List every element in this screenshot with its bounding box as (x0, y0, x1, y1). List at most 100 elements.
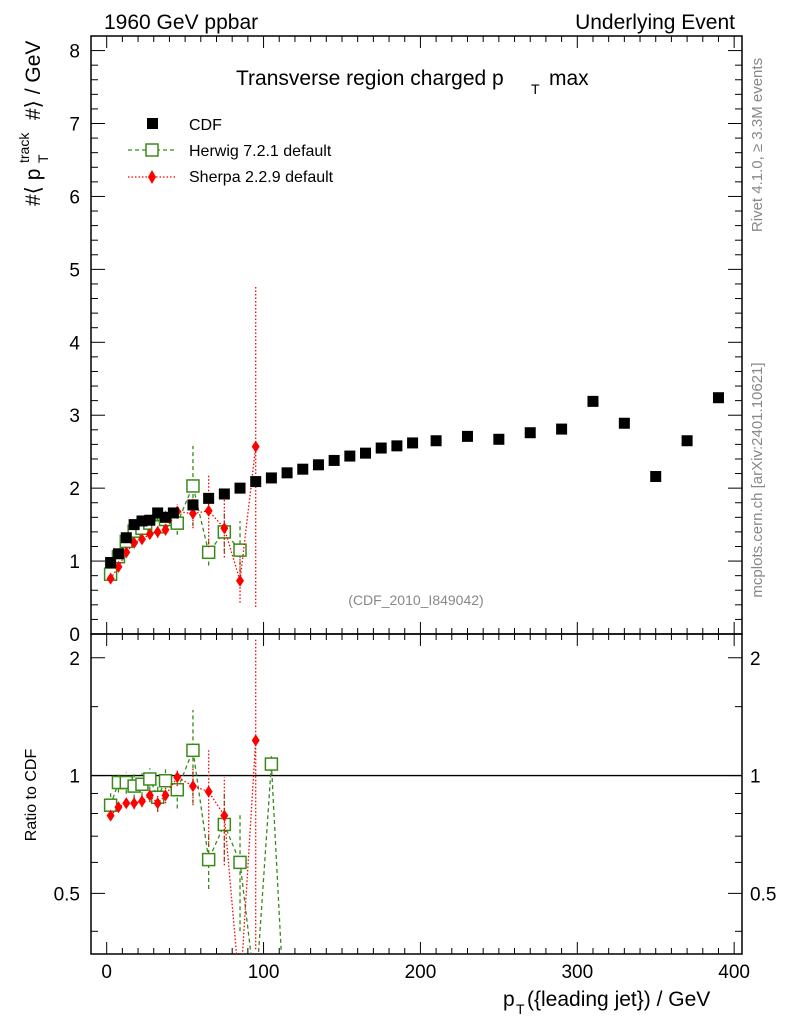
legend-marker-sherpa (148, 170, 156, 184)
y-tick-label: 5 (69, 260, 80, 281)
cdf-point (375, 442, 387, 454)
sherpa-point (251, 440, 260, 453)
herwig-point (186, 479, 200, 493)
cdf-point (218, 488, 230, 500)
sherpa-ratio-point (114, 801, 123, 814)
y-tick-label: 1 (69, 552, 80, 573)
x-tick-label: 300 (561, 962, 593, 983)
legend-label-cdf: CDF (189, 117, 222, 134)
cdf-point (265, 472, 277, 484)
cdf-point (120, 532, 132, 544)
sherpa-point (106, 572, 115, 585)
sherpa-point (204, 504, 213, 517)
x-tick-label: 0 (101, 962, 112, 983)
herwig-ratio-point (170, 782, 185, 797)
sherpa-point (122, 546, 131, 559)
ratio-tick-label-right: 1 (750, 767, 761, 788)
sherpa-ratio-point (251, 734, 260, 747)
cdf-point (524, 427, 536, 439)
cdf-point (112, 548, 124, 560)
cdf-point (493, 433, 505, 445)
y-tick-label: 0 (69, 625, 80, 646)
y-tick-label: 7 (69, 115, 80, 136)
cdf-point (105, 557, 117, 569)
sherpa-point (236, 574, 245, 587)
cdf-point (152, 507, 164, 519)
cdf-point (297, 463, 309, 475)
cdf-point (187, 499, 199, 511)
cdf-point (160, 511, 172, 523)
cdf-point (128, 519, 140, 531)
herwig-point (201, 545, 216, 560)
cdf-point (328, 454, 340, 466)
sherpa-point (114, 560, 123, 573)
sherpa-ratio-point (130, 797, 139, 810)
axis-ticks: 0 100 200 300 400 0 1 2 3 4 5 6 7 8 0.5 0.5 1 1 2 2 (54, 36, 776, 983)
cdf-point (391, 440, 403, 452)
sherpa-point (220, 522, 229, 535)
cdf-point (618, 417, 630, 429)
cdf-point (234, 482, 246, 494)
legend-label-sherpa: Sherpa 2.2.9 default (189, 169, 334, 186)
cdf-point (344, 450, 356, 462)
herwig-ratio-line (109, 747, 273, 954)
sherpa-point (137, 533, 146, 546)
y-tick-label: 3 (69, 406, 80, 427)
x-axis-label: p T ({leading jet}) / GeV (503, 988, 710, 1017)
sherpa-point (188, 507, 197, 520)
legend-label-herwig: Herwig 7.2.1 default (189, 143, 332, 160)
sherpa-ratio-point (153, 797, 162, 810)
svg-text:#⟨ p: #⟨ p (22, 169, 45, 206)
ratio-series-group (103, 637, 282, 954)
rivet-label: Rivet 4.1.0, ≥ 3.3M events (749, 58, 766, 232)
ratio-tick-label-right: 2 (750, 649, 761, 670)
y-axis-label: #⟨ p T track #⟩ / GeV (16, 41, 51, 206)
svg-text:T: T (531, 81, 540, 97)
y-tick-label: 8 (69, 42, 80, 63)
cdf-point (587, 395, 599, 407)
sherpa-ratio-point (145, 789, 154, 802)
sherpa-ratio-point (137, 795, 146, 808)
svg-text:max: max (549, 67, 589, 90)
sherpa-point (130, 536, 139, 549)
ratio-tick-label: 0.5 (54, 884, 80, 905)
sherpa-ratio-point (220, 809, 229, 822)
cdf-point (360, 447, 372, 459)
legend-marker-herwig (145, 143, 159, 157)
svg-text:p: p (503, 988, 515, 1011)
svg-text:T: T (516, 1001, 525, 1017)
cdf-point (203, 492, 215, 504)
y-tick-label: 2 (69, 479, 80, 500)
x-tick-label: 400 (718, 962, 750, 983)
cdf-point (650, 470, 662, 482)
svg-text:T: T (35, 154, 51, 163)
sherpa-ratio-point (122, 797, 131, 810)
svg-text:Transverse region charged p: Transverse region charged p (236, 67, 504, 90)
ratio-plot-data (103, 637, 282, 954)
herwig-ratio-point (264, 757, 279, 771)
cdf-point (167, 507, 179, 519)
herwig-ratio-point (158, 773, 173, 788)
svg-text:#⟩ / GeV: #⟩ / GeV (22, 41, 45, 120)
ratio-tick-label: 1 (69, 767, 80, 788)
cdf-point (556, 423, 568, 435)
sherpa-ratio-point (188, 780, 197, 793)
y-tick-label: 4 (69, 333, 80, 354)
sherpa-point (161, 523, 170, 536)
ratio-plot-frame (90, 633, 743, 955)
herwig-ratio-point (143, 772, 157, 786)
cdf-point (407, 437, 419, 449)
x-tick-label: 100 (248, 962, 280, 983)
cdf-point (712, 392, 724, 404)
y-tick-label: 6 (69, 187, 80, 208)
herwig-point (170, 516, 185, 530)
header-right: Underlying Event (575, 11, 735, 34)
herwig-ratio-point (186, 743, 200, 758)
cdf-point (681, 435, 693, 447)
herwig-point (233, 543, 247, 557)
sherpa-line (110, 446, 257, 581)
ratio-tick-label: 2 (69, 649, 80, 670)
mcplots-label: mcplots.cern.ch [arXiv:2401.10621] (749, 362, 766, 597)
herwig-ratio-point (201, 852, 216, 867)
